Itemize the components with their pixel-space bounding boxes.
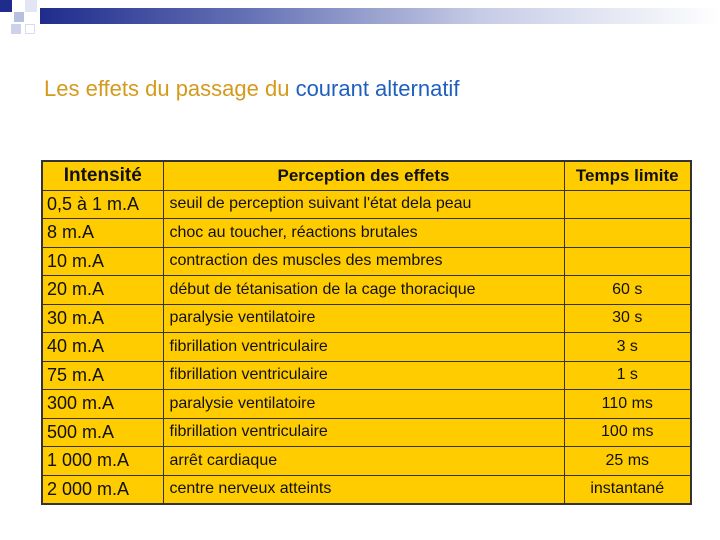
table-row: 75 m.A fibrillation ventriculaire 1 s xyxy=(41,360,692,390)
cell-intensity: 40 m.A xyxy=(41,332,164,362)
decor-square xyxy=(25,24,35,34)
cell-time-limit: 25 ms xyxy=(563,446,692,476)
cell-effect: paralysie ventilatoire xyxy=(162,303,565,333)
table-row: 20 m.A début de tétanisation de la cage t… xyxy=(41,275,692,305)
table-header-row: Intensité Perception des effets Temps li… xyxy=(41,160,692,191)
cell-effect: paralysie ventilatoire xyxy=(162,389,565,419)
slide-title: Les effets du passage du courant alterna… xyxy=(44,76,459,102)
cell-intensity: 10 m.A xyxy=(41,246,164,276)
cell-effect: fibrillation ventriculaire xyxy=(162,360,565,390)
header-time-limit: Temps limite xyxy=(563,160,692,191)
table-row: 30 m.A paralysie ventilatoire 30 s xyxy=(41,303,692,333)
cell-time-limit: instantané xyxy=(563,474,692,505)
header-gradient-bar xyxy=(40,8,720,24)
cell-time-limit xyxy=(563,189,692,219)
header-intensity: Intensité xyxy=(41,160,164,191)
cell-intensity: 500 m.A xyxy=(41,417,164,447)
effects-table: Intensité Perception des effets Temps li… xyxy=(41,160,692,505)
cell-effect: fibrillation ventriculaire xyxy=(162,417,565,447)
cell-intensity: 75 m.A xyxy=(41,360,164,390)
cell-time-limit: 60 s xyxy=(563,275,692,305)
cell-intensity: 1 000 m.A xyxy=(41,446,164,476)
cell-time-limit: 1 s xyxy=(563,360,692,390)
cell-time-limit xyxy=(563,218,692,248)
cell-time-limit: 100 ms xyxy=(563,417,692,447)
table-row: 1 000 m.A arrêt cardiaque 25 ms xyxy=(41,446,692,476)
decor-square xyxy=(11,24,21,34)
cell-effect: arrêt cardiaque xyxy=(162,446,565,476)
cell-effect: début de tétanisation de la cage thoraci… xyxy=(162,275,565,305)
table-row: 0,5 à 1 m.A seuil de perception suivant l… xyxy=(41,189,692,219)
cell-intensity: 30 m.A xyxy=(41,303,164,333)
table-row: 300 m.A paralysie ventilatoire 110 ms xyxy=(41,389,692,419)
cell-effect: centre nerveux atteints xyxy=(162,474,565,505)
cell-intensity: 2 000 m.A xyxy=(41,474,164,505)
cell-effect: fibrillation ventriculaire xyxy=(162,332,565,362)
cell-effect: choc au toucher, réactions brutales xyxy=(162,218,565,248)
cell-time-limit: 110 ms xyxy=(563,389,692,419)
cell-time-limit xyxy=(563,246,692,276)
cell-time-limit: 30 s xyxy=(563,303,692,333)
cell-effect: contraction des muscles des membres xyxy=(162,246,565,276)
cell-intensity: 20 m.A xyxy=(41,275,164,305)
decor-square xyxy=(14,12,24,22)
slide-title-part2: courant alternatif xyxy=(295,76,460,101)
cell-intensity: 0,5 à 1 m.A xyxy=(41,189,164,219)
cell-intensity: 300 m.A xyxy=(41,389,164,419)
cell-effect: seuil de perception suivant l'état dela … xyxy=(162,189,565,219)
table-row: 8 m.A choc au toucher, réactions brutales xyxy=(41,218,692,248)
decor-square xyxy=(25,0,37,12)
cell-time-limit: 3 s xyxy=(563,332,692,362)
cell-intensity: 8 m.A xyxy=(41,218,164,248)
slide-title-part1: Les effets du passage du xyxy=(44,76,296,101)
table-row: 2 000 m.A centre nerveux atteints instanta… xyxy=(41,474,692,505)
table-row: 40 m.A fibrillation ventriculaire 3 s xyxy=(41,332,692,362)
header-perception: Perception des effets xyxy=(162,160,565,191)
table-row: 500 m.A fibrillation ventriculaire 100 ms xyxy=(41,417,692,447)
table-row: 10 m.A contraction des muscles des membre… xyxy=(41,246,692,276)
decor-square xyxy=(0,0,12,12)
